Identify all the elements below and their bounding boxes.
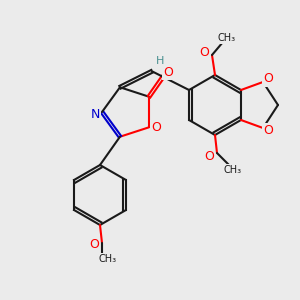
Text: O: O — [89, 238, 99, 251]
Text: H: H — [156, 56, 164, 66]
Text: O: O — [263, 124, 273, 137]
Text: N: N — [90, 107, 100, 121]
Text: CH₃: CH₃ — [224, 165, 242, 175]
Text: CH₃: CH₃ — [99, 254, 117, 264]
Text: O: O — [163, 66, 173, 79]
Text: O: O — [199, 46, 209, 59]
Text: O: O — [263, 73, 273, 85]
Text: CH₃: CH₃ — [218, 33, 236, 43]
Text: O: O — [204, 151, 214, 164]
Text: O: O — [151, 121, 161, 134]
